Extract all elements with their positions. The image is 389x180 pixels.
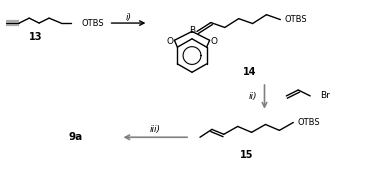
Text: iii): iii)	[150, 125, 161, 134]
Text: 13: 13	[30, 32, 43, 42]
Text: OTBS: OTBS	[297, 118, 320, 127]
Text: Br: Br	[320, 91, 330, 100]
Text: 15: 15	[240, 150, 253, 160]
Text: 9a: 9a	[69, 132, 83, 142]
Text: O: O	[167, 37, 174, 46]
Text: OTBS: OTBS	[284, 15, 307, 24]
Text: i): i)	[126, 13, 131, 22]
Text: OTBS: OTBS	[82, 19, 104, 28]
Text: O: O	[210, 37, 217, 46]
Text: ii): ii)	[248, 92, 257, 101]
Text: 14: 14	[243, 67, 256, 77]
Text: B: B	[189, 26, 195, 35]
